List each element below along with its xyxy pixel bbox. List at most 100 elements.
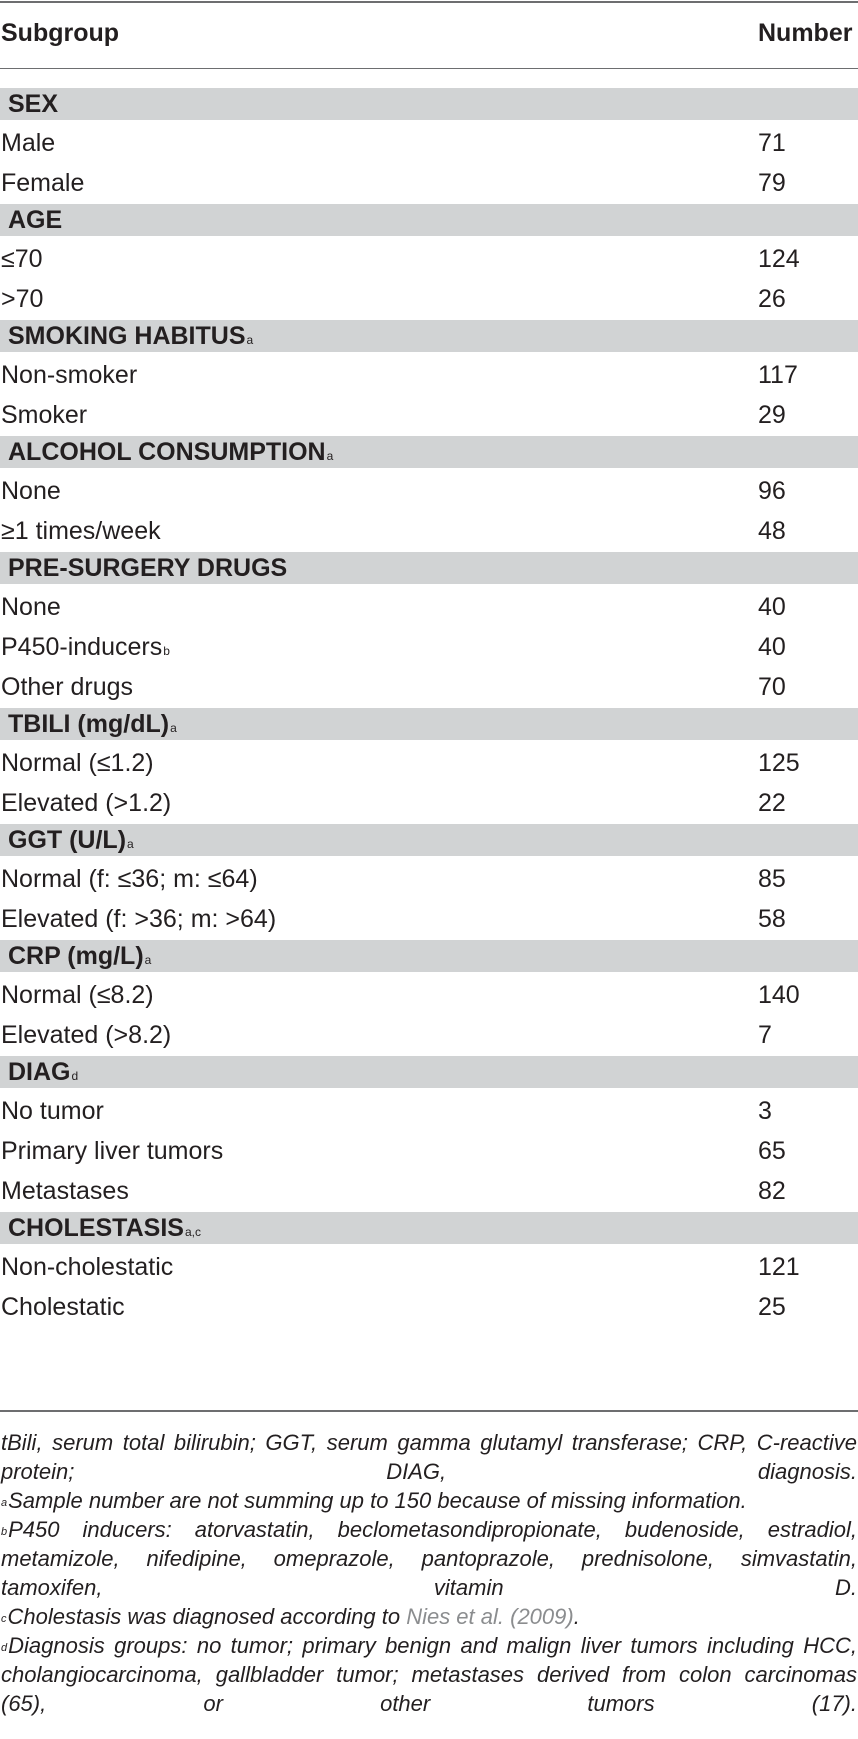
table-row: Non-cholestatic 121 xyxy=(0,1248,858,1288)
row-label: Other drugs xyxy=(1,673,134,701)
section-header: CHOLESTASISa,c xyxy=(0,1212,858,1244)
section-title: GGT (U/L)a xyxy=(8,826,134,854)
row-number: 25 xyxy=(758,1293,786,1321)
row-label: Cholestatic xyxy=(1,1293,125,1321)
footnote-marker: a xyxy=(326,449,334,463)
footnote-d: dDiagnosis groups: no tumor; primary ben… xyxy=(1,1633,857,1716)
table-header-row: Subgroup Number xyxy=(0,12,858,52)
section-title: ALCOHOL CONSUMPTIONa xyxy=(8,438,334,466)
section-header: PRE-SURGERY DRUGS xyxy=(0,552,858,584)
section-title: PRE-SURGERY DRUGS xyxy=(8,554,288,582)
row-number: 79 xyxy=(758,169,786,197)
footnote-abbreviations: tBili, serum total bilirubin; GGT, serum… xyxy=(1,1430,857,1484)
table-footnotes: tBili, serum total bilirubin; GGT, serum… xyxy=(1,1428,857,1718)
row-label: Elevated (>1.2) xyxy=(1,789,172,817)
row-label: >70 xyxy=(1,285,44,313)
section-header: CRP (mg/L)a xyxy=(0,940,858,972)
section-title: SMOKING HABITUSa xyxy=(8,322,254,350)
row-number: 71 xyxy=(758,129,786,157)
footnote-marker: a xyxy=(144,953,152,967)
header-rule xyxy=(0,68,858,69)
row-number: 22 xyxy=(758,789,786,817)
row-label: Non-smoker xyxy=(1,361,138,389)
table-row: Normal (≤8.2) 140 xyxy=(0,976,858,1016)
row-label: Non-cholestatic xyxy=(1,1253,174,1281)
row-label: Normal (≤1.2) xyxy=(1,749,154,777)
row-number: 3 xyxy=(758,1097,772,1125)
row-label: ≥1 times/week xyxy=(1,517,161,545)
row-number: 26 xyxy=(758,285,786,313)
section-header: GGT (U/L)a xyxy=(0,824,858,856)
section-header: DIAGd xyxy=(0,1056,858,1088)
section-title: CRP (mg/L)a xyxy=(8,942,152,970)
table-row: ≥1 times/week 48 xyxy=(0,512,858,552)
table-row: Elevated (f: >36; m: >64) 58 xyxy=(0,900,858,940)
row-number: 40 xyxy=(758,633,786,661)
table-row: Male 71 xyxy=(0,124,858,164)
table-row: Female 79 xyxy=(0,164,858,204)
row-label: P450-inducersb xyxy=(1,633,170,661)
table-row: Other drugs 70 xyxy=(0,668,858,708)
column-header-number: Number xyxy=(758,19,853,47)
section-title: AGE xyxy=(8,206,63,234)
table-row: P450-inducersb 40 xyxy=(0,628,858,668)
section-header: TBILI (mg/dL)a xyxy=(0,708,858,740)
table-row: Normal (≤1.2) 125 xyxy=(0,744,858,784)
column-header-subgroup: Subgroup xyxy=(1,19,120,47)
table-row: None 96 xyxy=(0,472,858,512)
table-row: Metastases 82 xyxy=(0,1172,858,1212)
footnote-marker: a,c xyxy=(184,1225,201,1239)
table-row: Primary liver tumors 65 xyxy=(0,1132,858,1172)
row-number: 29 xyxy=(758,401,786,429)
table-row: Smoker 29 xyxy=(0,396,858,436)
table-body: SEX Male 71 Female 79 AGE ≤70 124 >70 26 SMOKING H… xyxy=(0,88,858,1328)
row-number: 124 xyxy=(758,245,800,273)
row-number: 70 xyxy=(758,673,786,701)
row-label: Elevated (f: >36; m: >64) xyxy=(1,905,277,933)
table-row: Elevated (>1.2) 22 xyxy=(0,784,858,824)
table-row: None 40 xyxy=(0,588,858,628)
footnote-marker: d xyxy=(71,1069,79,1083)
table-row: Elevated (>8.2) 7 xyxy=(0,1016,858,1056)
row-label: Smoker xyxy=(1,401,88,429)
table-row: ≤70 124 xyxy=(0,240,858,280)
footnote-marker: a xyxy=(127,837,134,851)
footnote-marker: a xyxy=(170,721,177,735)
section-title: SEX xyxy=(8,90,59,118)
table-row: Cholestatic 25 xyxy=(0,1288,858,1328)
row-label: Primary liver tumors xyxy=(1,1137,224,1165)
table-row: Normal (f: ≤36; m: ≤64) 85 xyxy=(0,860,858,900)
row-label: ≤70 xyxy=(1,245,43,273)
row-number: 85 xyxy=(758,865,786,893)
row-label: None xyxy=(1,593,61,621)
section-header: AGE xyxy=(0,204,858,236)
row-number: 40 xyxy=(758,593,786,621)
section-header: SMOKING HABITUSa xyxy=(0,320,858,352)
footnote-b: bP450 inducers: atorvastatin, beclometas… xyxy=(1,1517,857,1600)
row-number: 117 xyxy=(758,361,798,389)
row-number: 96 xyxy=(758,477,786,505)
row-label: Normal (f: ≤36; m: ≤64) xyxy=(1,865,258,893)
row-number: 125 xyxy=(758,749,800,777)
section-header: ALCOHOL CONSUMPTIONa xyxy=(0,436,858,468)
section-header: SEX xyxy=(0,88,858,120)
row-number: 7 xyxy=(758,1021,772,1049)
table-row: No tumor 3 xyxy=(0,1092,858,1132)
row-label: Metastases xyxy=(1,1177,129,1205)
footnote-marker: b xyxy=(163,644,170,658)
row-number: 140 xyxy=(758,981,800,1009)
footnote-marker: a xyxy=(246,333,254,347)
row-label: No tumor xyxy=(1,1097,104,1125)
row-label: Elevated (>8.2) xyxy=(1,1021,172,1049)
row-number: 82 xyxy=(758,1177,786,1205)
section-title: DIAGd xyxy=(8,1058,79,1086)
section-title: CHOLESTASISa,c xyxy=(8,1214,201,1242)
footnote-a: aSample number are not summing up to 150… xyxy=(1,1488,747,1513)
row-label: None xyxy=(1,477,61,505)
row-number: 58 xyxy=(758,905,786,933)
footnote-c: cCholestasis was diagnosed according to … xyxy=(1,1604,580,1629)
citation-link[interactable]: Nies et al. (2009) xyxy=(406,1604,574,1629)
row-number: 121 xyxy=(758,1253,800,1281)
row-label: Male xyxy=(1,129,56,157)
table-bottom-rule xyxy=(0,1410,858,1412)
